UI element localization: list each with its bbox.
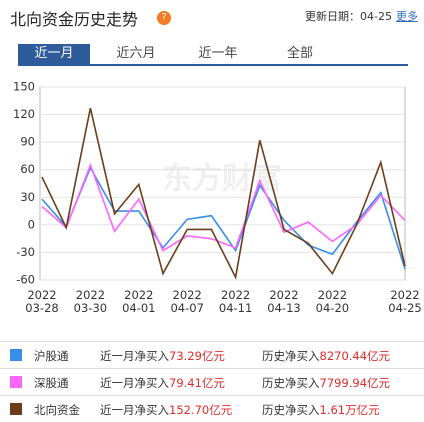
y-tick-label: 150 — [13, 80, 35, 94]
month-label: 近一月净买入152.70亿元 — [100, 403, 233, 417]
more-link[interactable]: 更多 — [396, 10, 418, 23]
hist-value: 1.61万亿元 — [319, 403, 380, 417]
series-line — [41, 107, 406, 280]
x-tick-label: 2022 04-13 — [267, 288, 301, 315]
month-label: 近一月净买入79.41亿元 — [100, 376, 225, 390]
legend-row: 北向资金 近一月净买入152.70亿元 历史净买入1.61万亿元 — [0, 395, 424, 422]
y-tick-label: 30 — [20, 190, 35, 204]
x-tick-label: 2022 04-07 — [170, 288, 204, 315]
x-tick-label: 2022 03-30 — [73, 288, 108, 315]
legend-row: 沪股通 近一月净买入73.29亿元 历史净买入8270.44亿元 — [0, 341, 424, 368]
update-date: 04-25 — [360, 10, 392, 23]
legend-name: 沪股通 — [34, 349, 69, 363]
chart: 东方财富 -60 -30 0 30 60 90 120 150 — [13, 80, 406, 287]
legend-swatch — [10, 376, 22, 388]
y-tick-label: 0 — [28, 217, 35, 231]
month-value: 79.41亿元 — [169, 376, 225, 390]
series-line — [41, 162, 406, 252]
x-tick-label: 2022 04-01 — [122, 288, 156, 315]
y-tick-label: 90 — [20, 135, 35, 149]
month-label: 近一月净买入73.29亿元 — [100, 349, 225, 363]
tab[interactable]: 近六月 — [116, 46, 156, 61]
hist-label: 历史净买入8270.44亿元 — [262, 349, 391, 363]
watermark: 东方财富 — [162, 162, 282, 197]
update-info: 更新日期：04-25 更多 — [305, 8, 418, 24]
tab[interactable]: 近一年 — [198, 46, 238, 61]
x-tick-label: 2022 03-28 — [25, 288, 59, 315]
y-tick-label: 60 — [20, 162, 35, 176]
help-icon[interactable]: ? — [157, 11, 171, 25]
hist-value: 7799.94亿元 — [319, 376, 391, 390]
hist-label: 历史净买入7799.94亿元 — [262, 376, 391, 390]
month-value: 73.29亿元 — [169, 349, 225, 363]
tab[interactable]: 全部 — [286, 46, 313, 61]
legend-row: 深股通 近一月净买入79.41亿元 历史净买入7799.94亿元 — [0, 368, 424, 395]
legend-name: 北向资金 — [34, 403, 80, 417]
legend-swatch — [10, 403, 22, 415]
y-tick-label: 120 — [13, 107, 35, 121]
legend-swatch — [10, 349, 22, 361]
hist-value: 8270.44亿元 — [319, 349, 391, 363]
tab[interactable]: 近一月 — [18, 44, 90, 64]
x-tick-label: 2022 04-11 — [218, 288, 253, 315]
series-line — [41, 166, 406, 270]
hist-label: 历史净买入1.61万亿元 — [262, 403, 380, 417]
x-tick-label: 2022 04-20 — [315, 288, 350, 315]
y-tick-label: -30 — [16, 245, 35, 259]
title: 北向资金历史走势 — [10, 10, 139, 29]
update-label: 更新日期： — [305, 10, 361, 23]
y-tick-label: -60 — [16, 273, 35, 287]
legend-name: 深股通 — [34, 376, 69, 390]
month-value: 152.70亿元 — [169, 403, 233, 417]
plot-area — [39, 86, 406, 281]
x-tick-label: 2022 04-25 — [388, 288, 422, 315]
tab-underline — [18, 64, 408, 66]
